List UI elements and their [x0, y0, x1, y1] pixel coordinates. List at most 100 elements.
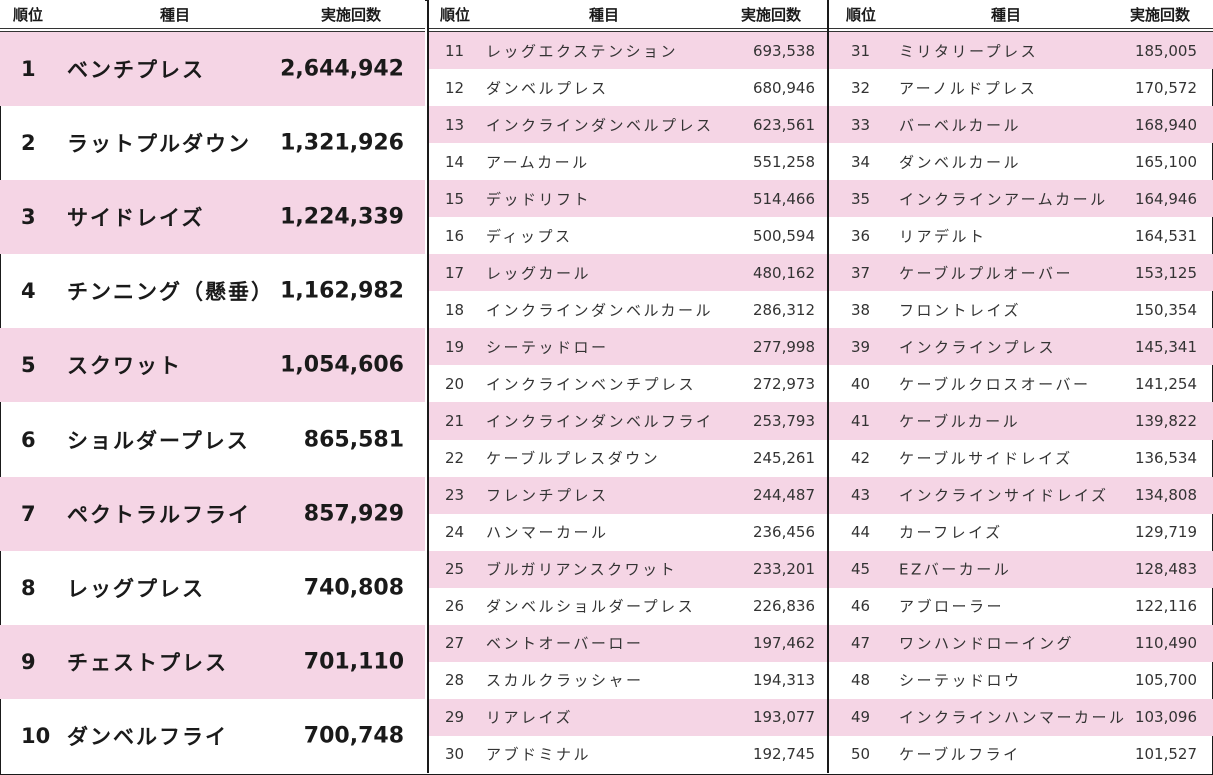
- table-body-top10: 1 ベンチプレス 2,644,942 2 ラットプルダウン 1,321,926 3 サイドレイ…: [0, 32, 425, 773]
- item-name-cell: シーテッドロー: [486, 338, 609, 357]
- table-row: 24 ハンマーカール 236,456: [429, 514, 827, 551]
- item-name-cell: ケーブルクロスオーバー: [899, 375, 1091, 394]
- item-name-cell: レッグプレス: [67, 576, 205, 601]
- table-row: 35 インクラインアームカール 164,946: [829, 180, 1213, 218]
- rank-cell: 32: [851, 78, 871, 97]
- table-row: 8 レッグプレス 740,808: [0, 551, 425, 625]
- table-row: 49 インクラインハンマーカール 103,096: [829, 698, 1213, 736]
- item-name-cell: ベンチプレス: [67, 58, 205, 83]
- table-row: 17 レッグカール 480,162: [429, 254, 827, 292]
- panel-top10: 順位 種目 実施回数 1 ベンチプレス 2,644,942 2 ラットプルダウン 1,32…: [0, 0, 425, 773]
- rank-cell: 17: [445, 263, 465, 282]
- item-name-cell: サイドレイズ: [67, 206, 205, 231]
- item-name-cell: ケーブルフライ: [899, 745, 1021, 764]
- table-row: 41 ケーブルカール 139,822: [829, 402, 1213, 440]
- header-count: 実施回数: [1130, 6, 1191, 24]
- table-row: 33 バーベルカール 168,940: [829, 106, 1213, 144]
- table-row: 21 インクラインダンベルフライ 253,793: [429, 402, 827, 440]
- count-cell: 192,745: [752, 745, 815, 764]
- item-name-cell: カーフレイズ: [899, 523, 1003, 542]
- count-cell: 226,836: [752, 597, 815, 616]
- table-row: 18 インクラインダンベルカール 286,312: [429, 291, 827, 328]
- table-row: 42 ケーブルサイドレイズ 136,534: [829, 440, 1213, 477]
- count-cell: 1,224,339: [280, 204, 404, 230]
- count-cell: 233,201: [752, 560, 815, 579]
- count-cell: 245,261: [752, 449, 815, 468]
- rank-cell: 1: [21, 57, 36, 82]
- count-cell: 272,973: [752, 374, 815, 393]
- count-cell: 1,054,606: [280, 352, 404, 378]
- rank-cell: 14: [445, 152, 465, 171]
- rank-cell: 23: [445, 486, 465, 505]
- rank-cell: 33: [851, 115, 871, 134]
- header-item: 種目: [589, 6, 620, 24]
- table-row: 26 ダンベルショルダープレス 226,836: [429, 588, 827, 625]
- count-cell: 134,808: [1134, 486, 1197, 505]
- count-cell: 480,162: [752, 263, 815, 282]
- count-cell: 1,321,926: [280, 130, 404, 156]
- item-name-cell: ブルガリアンスクワット: [486, 560, 678, 579]
- count-cell: 164,531: [1134, 226, 1197, 245]
- table-row: 25 ブルガリアンスクワット 233,201: [429, 550, 827, 588]
- item-name-cell: インクラインベンチプレス: [486, 375, 697, 394]
- table-row: 1 ベンチプレス 2,644,942: [0, 32, 425, 107]
- count-cell: 740,808: [303, 575, 404, 601]
- count-cell: 693,538: [752, 41, 815, 60]
- item-name-cell: ペクトラルフライ: [67, 502, 251, 527]
- count-cell: 103,096: [1134, 708, 1197, 727]
- rank-cell: 28: [445, 671, 465, 690]
- rank-cell: 50: [851, 745, 871, 764]
- item-name-cell: インクラインダンベルカール: [486, 301, 714, 320]
- count-cell: 514,466: [752, 189, 815, 208]
- rank-cell: 46: [851, 597, 871, 616]
- count-cell: 700,748: [303, 723, 404, 749]
- header-count: 実施回数: [741, 6, 802, 24]
- rank-cell: 41: [851, 411, 871, 430]
- item-name-cell: インクラインダンベルプレス: [486, 116, 714, 135]
- item-name-cell: EZバーカール: [899, 560, 1012, 579]
- count-cell: 197,462: [752, 634, 815, 653]
- table-row: 14 アームカール 551,258: [429, 143, 827, 180]
- table-row: 2 ラットプルダウン 1,321,926: [0, 106, 425, 180]
- count-cell: 101,527: [1134, 745, 1197, 764]
- item-name-cell: ラットプルダウン: [67, 132, 251, 157]
- item-name-cell: ケーブルカール: [899, 412, 1021, 431]
- item-name-cell: レッグカール: [486, 264, 592, 283]
- item-name-cell: ワンハンドローイング: [899, 634, 1075, 653]
- table-row: 50 ケーブルフライ 101,527: [829, 736, 1213, 773]
- table-row: 36 リアデルト 164,531: [829, 217, 1213, 254]
- item-name-cell: フレンチプレス: [486, 486, 609, 505]
- item-name-cell: インクラインダンベルフライ: [486, 412, 714, 431]
- table-row: 12 ダンベルプレス 680,946: [429, 69, 827, 106]
- rank-cell: 47: [851, 634, 871, 653]
- table-row: 46 アブローラー 122,116: [829, 588, 1213, 625]
- table-row: 30 アブドミナル 192,745: [429, 736, 827, 773]
- rank-cell: 24: [445, 523, 465, 542]
- item-name-cell: ダンベルフライ: [67, 724, 228, 749]
- item-name-cell: インクラインプレス: [899, 338, 1057, 357]
- panel-31-50: 順位 種目 実施回数 31 ミリタリープレス 185,005 32 アーノルドプレス 17…: [827, 0, 1213, 773]
- count-cell: 193,077: [752, 708, 815, 727]
- item-name-cell: デッドリフト: [486, 190, 592, 209]
- table-header: 順位 種目 実施回数: [0, 0, 425, 32]
- rank-cell: 44: [851, 523, 871, 542]
- count-cell: 194,313: [752, 671, 815, 690]
- item-name-cell: ケーブルサイドレイズ: [899, 449, 1073, 468]
- table-row: 39 インクラインプレス 145,341: [829, 328, 1213, 366]
- count-cell: 236,456: [752, 523, 815, 542]
- rank-cell: 40: [851, 374, 871, 393]
- count-cell: 244,487: [752, 486, 815, 505]
- rank-cell: 38: [851, 300, 871, 319]
- table-row: 40 ケーブルクロスオーバー 141,254: [829, 365, 1213, 402]
- rank-cell: 11: [445, 41, 465, 60]
- panel-11-30: 順位 種目 実施回数 11 レッグエクステンション 693,538 12 ダンベルプレス…: [427, 0, 827, 773]
- count-cell: 1,162,982: [280, 278, 404, 304]
- rank-cell: 3: [21, 205, 36, 230]
- table-row: 20 インクラインベンチプレス 272,973: [429, 365, 827, 402]
- rank-cell: 20: [445, 374, 465, 393]
- count-cell: 110,490: [1134, 634, 1197, 653]
- count-cell: 165,100: [1134, 152, 1197, 171]
- table-row: 13 インクラインダンベルプレス 623,561: [429, 106, 827, 144]
- rank-cell: 13: [445, 115, 465, 134]
- rank-cell: 35: [851, 189, 871, 208]
